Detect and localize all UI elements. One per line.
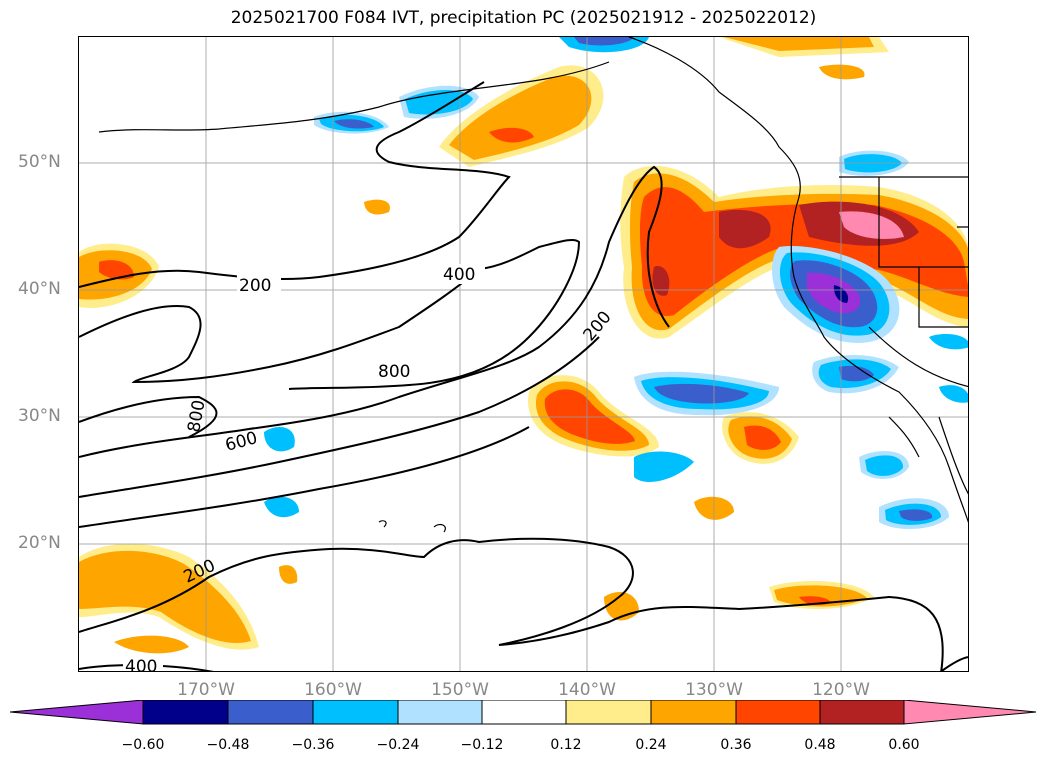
colorbar-arrow-right xyxy=(903,700,1037,725)
contour-label-400-a: 400 xyxy=(443,265,475,285)
colorbar-tick-label: 0.12 xyxy=(550,737,582,753)
contour-label-200-b: 200 xyxy=(580,307,616,345)
colorbar-tick-label: 0.24 xyxy=(635,737,667,753)
colorbar-bin xyxy=(819,700,905,725)
colorbar-tick-label: −0.12 xyxy=(460,737,504,753)
lat-label-50n: 50°N xyxy=(18,152,61,172)
lon-label-130w: 130°W xyxy=(685,680,743,700)
lon-label-160w: 160°W xyxy=(304,680,362,700)
colorbar-bin xyxy=(565,700,652,725)
ivt-contours xyxy=(79,81,968,671)
colorbar-tick-label: 0.36 xyxy=(720,737,752,753)
map-panel: 200 400 800 800 600 200 200 400 xyxy=(78,36,969,672)
colorbar-arrow-left xyxy=(10,700,144,725)
lon-label-120w: 120°W xyxy=(812,680,870,700)
figure-title: 2025021700 F084 IVT, precipitation PC (2… xyxy=(230,8,817,28)
colorbar-bin xyxy=(650,700,737,725)
lon-label-140w: 140°W xyxy=(558,680,616,700)
colorbar-bin xyxy=(142,700,229,725)
colorbar-bin xyxy=(397,700,483,725)
colorbar-bin xyxy=(227,700,314,725)
colorbar-tick-label: 0.60 xyxy=(888,737,920,753)
lat-label-20n: 20°N xyxy=(18,533,61,553)
contour-label-400-b: 400 xyxy=(125,657,157,672)
colorbar-tick-label: −0.24 xyxy=(376,737,420,753)
contour-label-800-a: 800 xyxy=(378,362,410,382)
lon-label-170w: 170°W xyxy=(177,680,235,700)
map-svg: 200 400 800 800 600 200 200 400 xyxy=(79,37,968,672)
colorbar-bin xyxy=(481,700,567,725)
colorbar-tick-label: −0.48 xyxy=(206,737,250,753)
contour-label-200-a: 200 xyxy=(239,276,271,296)
graticule xyxy=(79,37,968,671)
colorbar-bin xyxy=(312,700,399,725)
colorbar-bin xyxy=(735,700,821,725)
coastline-layer xyxy=(98,37,968,533)
colorbar-tick-label: −0.60 xyxy=(121,737,165,753)
colorbar-tick-label: 0.48 xyxy=(804,737,836,753)
lat-label-40n: 40°N xyxy=(18,279,61,299)
colorbar-tick-label: −0.36 xyxy=(291,737,335,753)
lon-label-150w: 150°W xyxy=(431,680,489,700)
colorbar xyxy=(10,700,1037,725)
lat-label-30n: 30°N xyxy=(18,406,61,426)
